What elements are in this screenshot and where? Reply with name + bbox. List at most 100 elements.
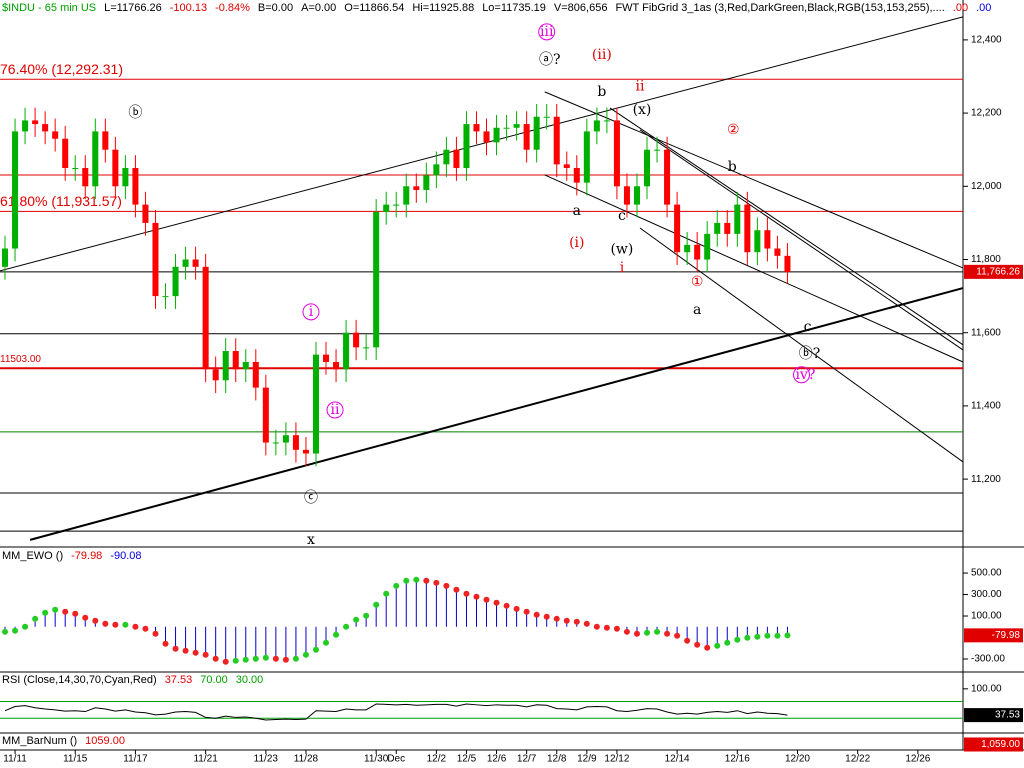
ewo-dot	[403, 577, 410, 584]
candle-body	[52, 131, 59, 139]
level-label: 11503.00	[0, 354, 41, 365]
ewo-dot	[142, 625, 149, 632]
candle-body	[443, 149, 450, 165]
ewo-dot	[493, 599, 500, 606]
y-tick-label: 11,600	[971, 327, 1001, 338]
candle-body	[754, 230, 761, 253]
x-tick-label: 12/14	[665, 754, 690, 765]
wave-label: b	[728, 159, 737, 175]
level-label: 61.80% (11,931.57)	[0, 193, 122, 209]
ewo-dot	[463, 590, 470, 597]
ewo-dot	[553, 615, 560, 622]
indicator-readout: -90.08	[110, 550, 141, 562]
candle-body	[543, 116, 550, 118]
wave-label: c	[804, 319, 812, 335]
candle-body	[132, 168, 139, 205]
candle-body	[573, 168, 580, 183]
x-tick-label: 12/2	[427, 754, 447, 765]
wave-label: ⅳ?	[796, 367, 816, 383]
candle-body	[72, 168, 79, 170]
ewo-dot	[312, 646, 319, 653]
ewo-dot	[503, 602, 510, 609]
candle-body	[503, 127, 510, 129]
wave-label: ⅲ	[540, 24, 554, 40]
price-tag	[964, 264, 1023, 279]
ewo-dot	[222, 658, 229, 665]
ewo-dot	[323, 639, 330, 646]
x-tick-label: 12/16	[725, 754, 750, 765]
candle-body	[704, 233, 711, 260]
candle-body	[654, 149, 661, 151]
ewo-dot	[72, 610, 79, 617]
y-tick-label: 300.00	[971, 589, 1002, 600]
wave-label: c	[618, 208, 626, 224]
ewo-dot	[172, 645, 179, 652]
trend-line	[544, 174, 964, 363]
x-tick-label: 11/21	[193, 754, 218, 765]
ewo-dot	[112, 621, 119, 628]
ewo-dot	[674, 632, 681, 639]
ewo-dot	[212, 655, 219, 662]
price-tag-label: 11,766.26	[976, 266, 1020, 277]
ewo-dot	[764, 632, 771, 639]
candle-body	[583, 131, 590, 183]
ewo-dot	[483, 596, 490, 603]
ewo-dot	[684, 637, 691, 644]
candle-body	[473, 124, 480, 132]
candle-body	[623, 186, 630, 205]
indicator-name: MM_EWO ()	[2, 550, 63, 562]
ewo-dot	[182, 647, 189, 654]
ewo-dot	[232, 657, 239, 664]
trend-line	[639, 129, 964, 351]
ewo-dot	[603, 624, 610, 631]
ewo-dot	[162, 640, 169, 647]
header-item: V=806,656	[554, 2, 608, 14]
ewo-dot	[413, 576, 420, 583]
ewo-dot	[22, 623, 29, 630]
ewo-dot	[453, 586, 460, 593]
ewo-dot	[393, 582, 400, 589]
ewo-dot	[102, 620, 109, 627]
ewo-dot	[262, 654, 269, 661]
candle-body	[694, 244, 701, 260]
ewo-dot	[92, 617, 99, 624]
trend-line	[609, 107, 964, 346]
candle-body	[22, 120, 29, 132]
trend-line	[29, 287, 964, 541]
indicator-readout: 70.00	[200, 674, 228, 686]
ewo-dot	[563, 617, 570, 624]
candle-body	[102, 131, 109, 150]
ewo-dot	[192, 649, 199, 656]
candle-body	[182, 259, 189, 267]
candle-body	[142, 204, 149, 223]
x-tick-label: 11/30	[364, 754, 389, 765]
candle-body	[292, 435, 299, 450]
candle-body	[232, 351, 239, 370]
candle-body	[212, 369, 219, 381]
candle-body	[312, 354, 319, 454]
ewo-dot	[42, 609, 49, 616]
ewo-dot	[242, 656, 249, 663]
ewo-dot	[12, 627, 19, 634]
indicator-title: MM_BarNum () 1059.00	[2, 735, 125, 747]
candle-body	[463, 124, 470, 169]
indicator-title: MM_EWO () -79.98 -90.08	[2, 550, 142, 562]
candle-body	[563, 164, 570, 169]
candle-body	[82, 168, 89, 187]
y-tick-label: -300.00	[971, 654, 1005, 665]
wave-label: x	[307, 532, 315, 548]
x-tick-label: 12/6	[487, 754, 507, 765]
x-tick-label: 11/28	[294, 754, 319, 765]
ewo-dot	[292, 655, 299, 662]
ewo-dot	[373, 601, 380, 608]
candle-body	[593, 120, 600, 132]
header-item: .00	[953, 2, 968, 14]
y-tick-label: 12,200	[971, 108, 1002, 119]
x-tick-label: 11/17	[123, 754, 148, 765]
wave-label: ①	[691, 274, 704, 290]
candle-body	[744, 204, 751, 253]
candle-body	[373, 211, 380, 348]
candle-body	[403, 186, 410, 205]
